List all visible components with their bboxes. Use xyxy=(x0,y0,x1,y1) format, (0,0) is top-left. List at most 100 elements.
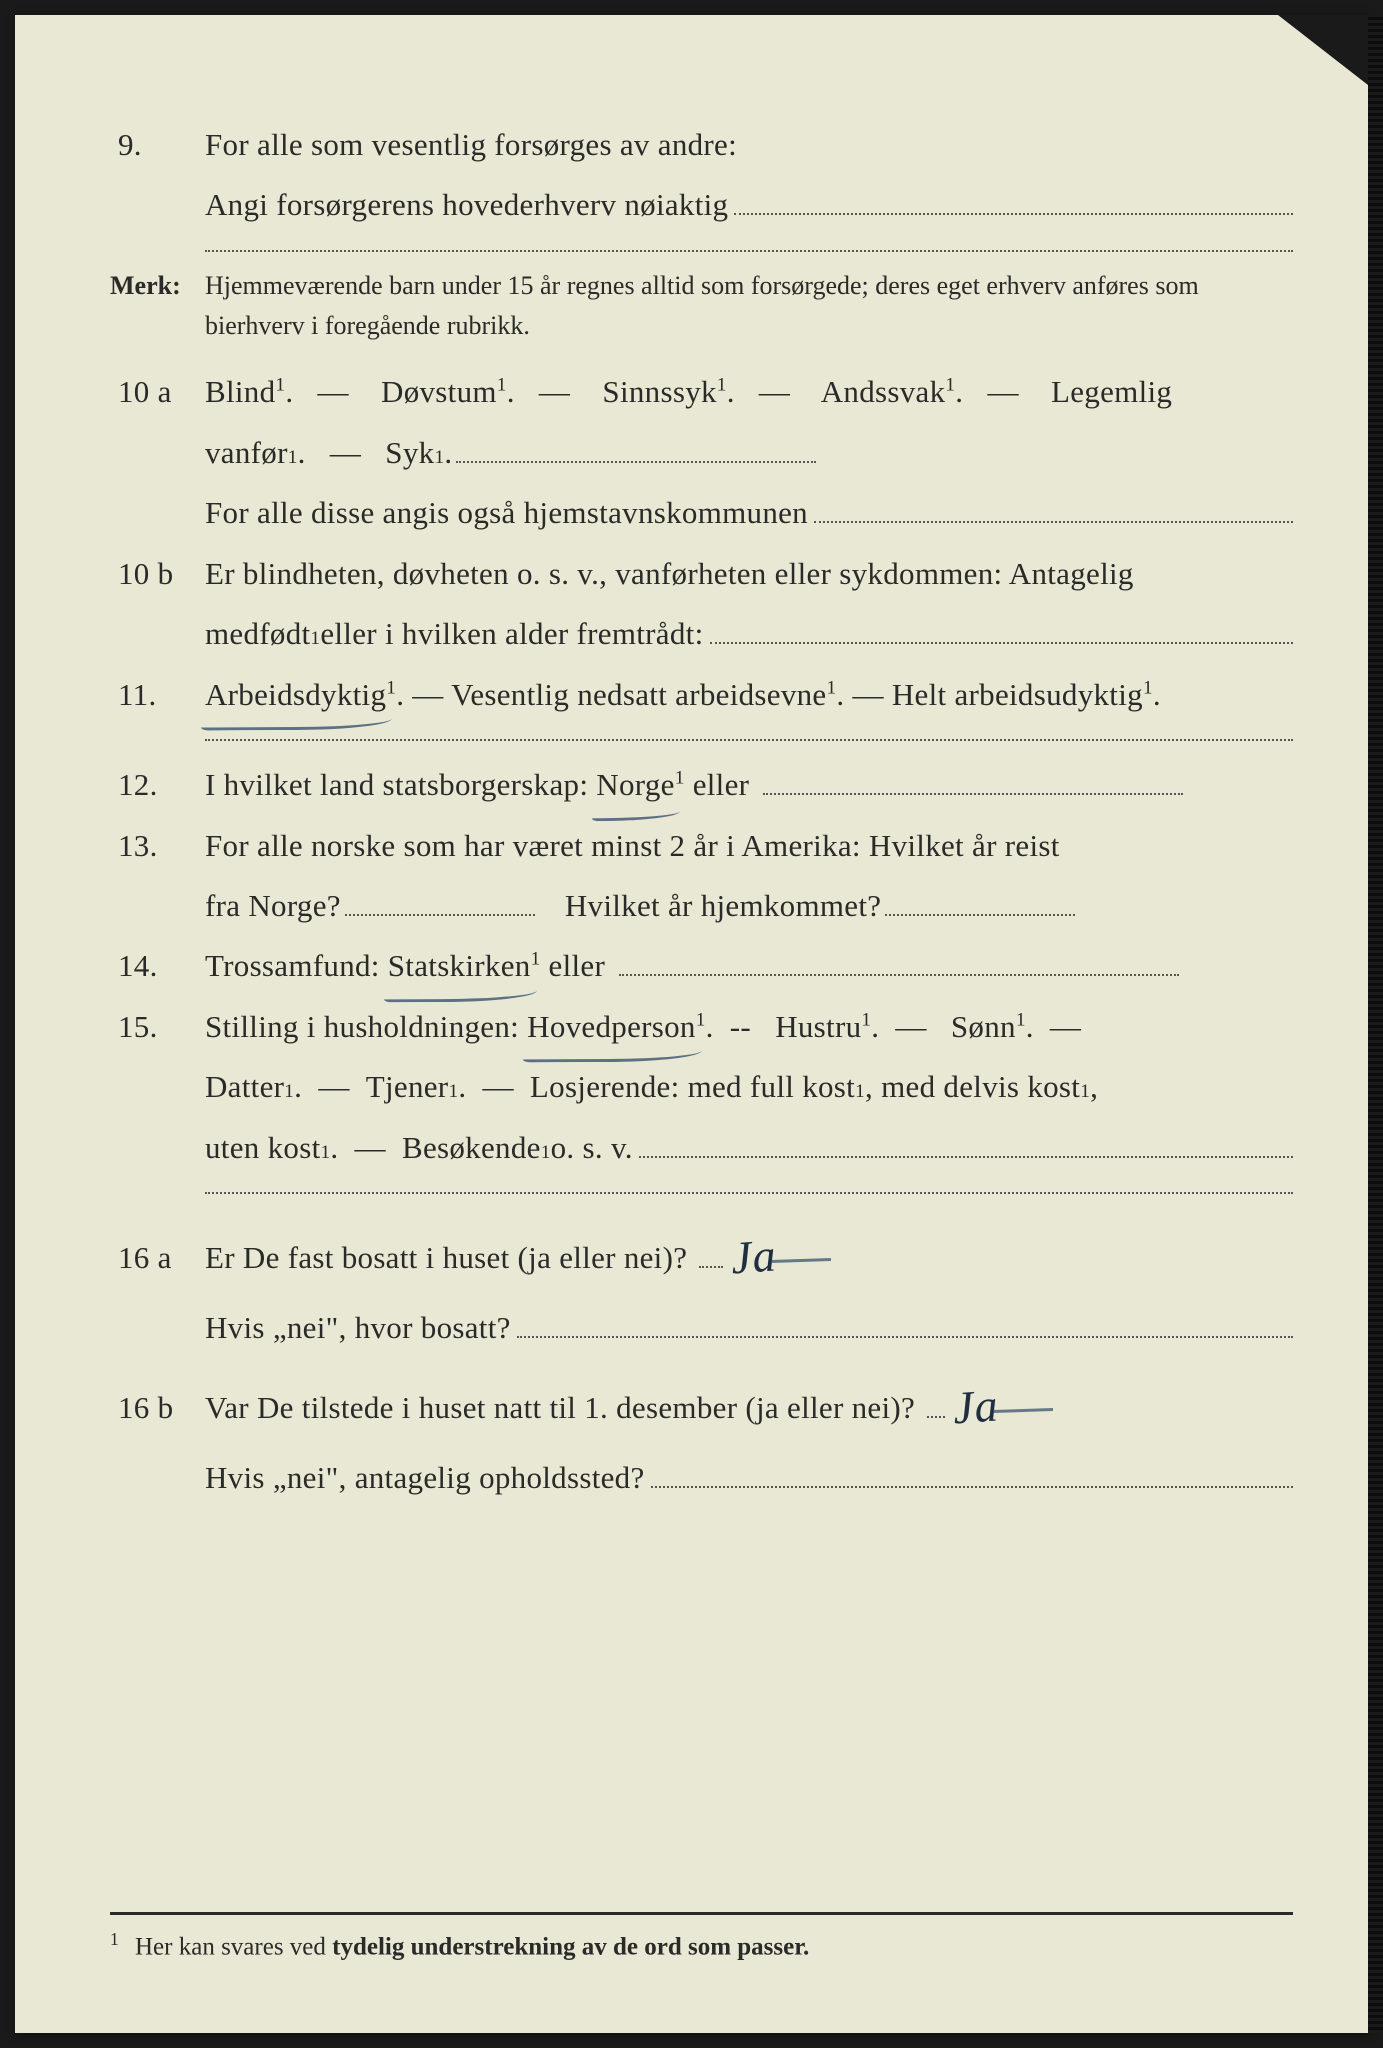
q12-body: I hvilket land statsborgerskap: Norge1 e… xyxy=(205,755,1293,815)
q10b-blank[interactable] xyxy=(710,618,1294,644)
q16b-blank2[interactable] xyxy=(651,1462,1293,1488)
q11-line: 11. Arbeidsdyktig1. — Vesentlig nedsatt … xyxy=(110,665,1293,725)
q16b-answer: Ja xyxy=(950,1361,1002,1454)
q16a-answer: Ja xyxy=(728,1211,780,1304)
q10b-line2: medfødt1 eller i hvilken alder fremtrådt… xyxy=(110,604,1293,664)
q16a-line2: Hvis „nei", hvor bosatt? xyxy=(110,1298,1293,1358)
q16a-text2: Hvis „nei", hvor bosatt? xyxy=(205,1298,511,1358)
q16a-flourish xyxy=(771,1258,831,1263)
q16a-blank2[interactable] xyxy=(517,1312,1293,1338)
q16a-body: Er De fast bosatt i huset (ja eller nei)… xyxy=(205,1208,1293,1298)
rule-after-q15 xyxy=(205,1192,1293,1194)
q12-post: eller xyxy=(693,767,750,802)
q10a-blank2[interactable] xyxy=(814,497,1293,523)
q10a-text3: For alle disse angis også hjemstavnskomm… xyxy=(205,483,808,543)
opt-udyktig[interactable]: Helt arbeidsudyktig xyxy=(892,677,1143,712)
q16b-blank-pre xyxy=(927,1392,945,1418)
q15-line3: uten kost1. — Besøkende1 o. s. v. xyxy=(110,1118,1293,1178)
opt-tjener[interactable]: Tjener xyxy=(366,1057,449,1117)
q15-body1: Stilling i husholdningen: Hovedperson1. … xyxy=(205,997,1293,1057)
rule-after-q11 xyxy=(205,739,1293,741)
opt-legemlig: Legemlig xyxy=(1051,374,1172,409)
q13-line2: fra Norge? Hvilket år hjemkommet? xyxy=(110,876,1293,936)
q10b-text2: eller i hvilken alder fremtrådt: xyxy=(320,604,703,664)
q12-line: 12. I hvilket land statsborgerskap: Norg… xyxy=(110,755,1293,815)
q13-number: 13. xyxy=(110,816,205,876)
opt-dovstum[interactable]: Døvstum xyxy=(381,374,497,409)
q9-blank[interactable] xyxy=(734,189,1293,215)
q9-line1: 9. For alle som vesentlig forsørges av a… xyxy=(110,115,1293,175)
opt-vanfor[interactable]: vanfør xyxy=(205,423,288,483)
footnote: 1 Her kan svares ved tydelig understrekn… xyxy=(110,1912,1293,1961)
q15-osv: o. s. v. xyxy=(551,1118,633,1178)
q16b-body: Var De tilstede i huset natt til 1. dese… xyxy=(205,1358,1293,1448)
q14-post: eller xyxy=(549,948,606,983)
opt-hovedperson[interactable]: Hovedperson xyxy=(527,997,696,1057)
q10a-line1: 10 a Blind1. — Døvstum1. — Sinnssyk1. — … xyxy=(110,362,1293,422)
q10a-number: 10 a xyxy=(110,362,205,422)
q16a-q: Er De fast bosatt i huset (ja eller nei)… xyxy=(205,1240,687,1275)
q15-line2: Datter1. — Tjener1. — Losjerende: med fu… xyxy=(110,1057,1293,1117)
opt-datter[interactable]: Datter xyxy=(205,1057,284,1117)
rule-after-q9 xyxy=(205,250,1293,252)
q13-text2a: fra Norge? xyxy=(205,876,341,936)
opt-sonn[interactable]: Sønn xyxy=(951,1009,1016,1044)
q10a-opts: Blind1. — Døvstum1. — Sinnssyk1. — Andss… xyxy=(205,362,1293,422)
q16b-q: Var De tilstede i huset natt til 1. dese… xyxy=(205,1390,915,1425)
q12-pre: I hvilket land statsborgerskap: xyxy=(205,767,596,802)
q14-pre: Trossamfund: xyxy=(205,948,388,983)
opt-norge[interactable]: Norge xyxy=(596,755,674,815)
q10b-number: 10 b xyxy=(110,544,205,604)
opt-blind[interactable]: Blind xyxy=(205,374,275,409)
q13-text1: For alle norske som har været minst 2 år… xyxy=(205,816,1293,876)
q10a-line2: vanfør1. — Syk1. xyxy=(110,423,1293,483)
q13-text2b: Hvilket år hjemkommet? xyxy=(565,876,882,936)
opt-hustru[interactable]: Hustru xyxy=(775,1009,861,1044)
opt-utenkost[interactable]: uten kost xyxy=(205,1118,321,1178)
q16b-text2: Hvis „nei", antagelig opholdssted? xyxy=(205,1448,645,1508)
q15-delvis[interactable]: , med delvis kost xyxy=(865,1057,1080,1117)
q12-number: 12. xyxy=(110,755,205,815)
page-corner-tear xyxy=(1278,15,1368,85)
opt-syk[interactable]: Syk xyxy=(385,423,434,483)
q16b-flourish xyxy=(993,1408,1053,1413)
q10b-line1: 10 b Er blindheten, døvheten o. s. v., v… xyxy=(110,544,1293,604)
merk-text: Hjemmeværende barn under 15 år regnes al… xyxy=(205,266,1293,347)
q15-number: 15. xyxy=(110,997,205,1057)
opt-statskirken[interactable]: Statskirken xyxy=(388,936,531,996)
q15-losjerende[interactable]: Losjerende: med full kost xyxy=(530,1057,855,1117)
q14-body: Trossamfund: Statskirken1 eller xyxy=(205,936,1293,996)
q12-blank[interactable] xyxy=(763,769,1183,795)
q15-pre: Stilling i husholdningen: xyxy=(205,1009,527,1044)
opt-nedsatt[interactable]: Vesentlig nedsatt arbeidsevne xyxy=(451,677,826,712)
q13-blank2[interactable] xyxy=(885,890,1075,916)
q11-number: 11. xyxy=(110,665,205,725)
q16b-line1: 16 b Var De tilstede i huset natt til 1.… xyxy=(110,1358,1293,1448)
merk-label: Merk: xyxy=(110,266,205,347)
q16a-number: 16 a xyxy=(110,1228,205,1288)
q13-line1: 13. For alle norske som har været minst … xyxy=(110,816,1293,876)
q14-line: 14. Trossamfund: Statskirken1 eller xyxy=(110,936,1293,996)
q16b-line2: Hvis „nei", antagelig opholdssted? xyxy=(110,1448,1293,1508)
footnote-bold: tydelig understrekning av de ord som pas… xyxy=(332,1933,809,1960)
q9-text1: For alle som vesentlig forsørges av andr… xyxy=(205,115,1293,175)
merk-note: Merk: Hjemmeværende barn under 15 år reg… xyxy=(110,266,1293,347)
q9-line2: Angi forsørgerens hovederhverv nøiaktig xyxy=(110,175,1293,235)
opt-sinnssyk[interactable]: Sinnssyk xyxy=(602,374,716,409)
q14-blank[interactable] xyxy=(619,950,1179,976)
q9-text2: Angi forsørgerens hovederhverv nøiaktig xyxy=(205,175,728,235)
opt-besokende[interactable]: Besøkende xyxy=(402,1118,541,1178)
q10a-line3: For alle disse angis også hjemstavnskomm… xyxy=(110,483,1293,543)
q10a-blank1[interactable] xyxy=(456,437,816,463)
q16b-number: 16 b xyxy=(110,1378,205,1438)
q9-number: 9. xyxy=(110,115,205,175)
q15-blank[interactable] xyxy=(639,1131,1293,1157)
opt-arbeidsdyktig[interactable]: Arbeidsdyktig xyxy=(205,665,386,725)
opt-medfodt[interactable]: medfødt xyxy=(205,604,310,664)
q13-blank1[interactable] xyxy=(345,890,535,916)
q10b-text1: Er blindheten, døvheten o. s. v., vanfør… xyxy=(205,544,1293,604)
q16a-blank-pre xyxy=(699,1242,723,1268)
q14-number: 14. xyxy=(110,936,205,996)
footnote-plain: Her kan svares ved xyxy=(135,1933,332,1960)
opt-andssvak[interactable]: Andssvak xyxy=(821,374,946,409)
